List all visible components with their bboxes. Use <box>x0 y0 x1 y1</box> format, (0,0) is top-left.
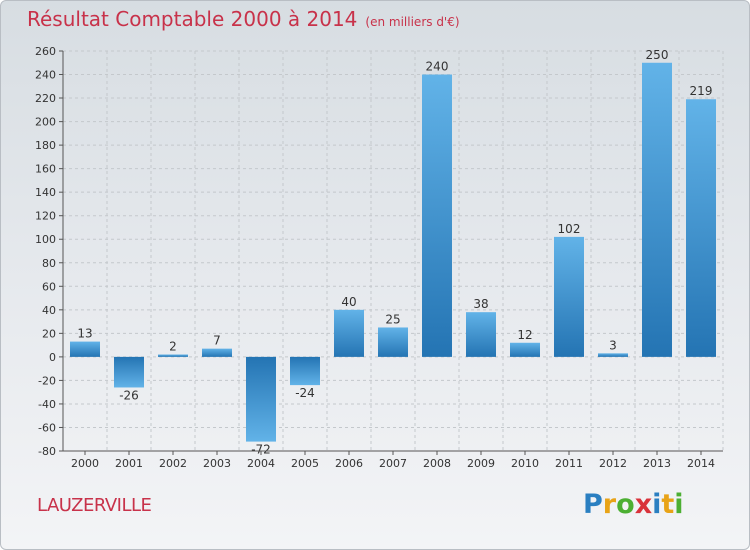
y-tick-label: 100 <box>35 233 56 246</box>
bar-2002 <box>158 354 188 357</box>
y-tick-label: 80 <box>42 257 56 270</box>
x-tick-label-2002: 2002 <box>159 457 187 470</box>
bar-2005 <box>290 356 320 386</box>
data-label-2013: 250 <box>646 48 669 62</box>
y-tick-label: 160 <box>35 163 56 176</box>
axis-layer: -80-60-40-200204060801001201401601802002… <box>35 45 723 470</box>
y-tick-label: -80 <box>38 445 56 458</box>
proxiti-logo: Proxiti <box>583 489 684 520</box>
bar-2004 <box>246 356 276 442</box>
y-tick-label: 200 <box>35 116 56 129</box>
title-text: Résultat Comptable 2000 à 2014 <box>27 7 358 31</box>
data-label-2014: 219 <box>690 84 713 98</box>
bar-2013 <box>642 62 672 357</box>
logo-letter: r <box>602 489 617 520</box>
bar-2001 <box>114 356 144 388</box>
logo-letter: P <box>583 489 603 520</box>
bar-2010 <box>510 342 540 357</box>
data-label-2012: 3 <box>609 338 617 352</box>
y-tick-label: 140 <box>35 186 56 199</box>
data-label-2004: -72 <box>251 443 271 457</box>
y-tick-label: 120 <box>35 210 56 223</box>
y-tick-label: 60 <box>42 280 56 293</box>
data-label-2000: 13 <box>77 327 92 341</box>
logo-letter: x <box>634 489 653 520</box>
data-label-2005: -24 <box>295 386 315 400</box>
x-tick-label-2005: 2005 <box>291 457 319 470</box>
data-label-2006: 40 <box>341 295 356 309</box>
y-tick-label: 20 <box>42 327 56 340</box>
bar-2000 <box>70 341 100 357</box>
y-tick-label: 180 <box>35 139 56 152</box>
x-tick-label-2009: 2009 <box>467 457 495 470</box>
x-tick-label-2012: 2012 <box>599 457 627 470</box>
y-tick-label: 40 <box>42 304 56 317</box>
x-tick-label-2003: 2003 <box>203 457 231 470</box>
x-tick-label-2013: 2013 <box>643 457 671 470</box>
bar-2011 <box>554 236 584 357</box>
x-tick-label-2001: 2001 <box>115 457 143 470</box>
x-tick-label-2006: 2006 <box>335 457 363 470</box>
bar-2006 <box>334 309 364 357</box>
x-tick-label-2000: 2000 <box>71 457 99 470</box>
bar-2009 <box>466 312 496 357</box>
logo-letter: o <box>616 489 635 520</box>
x-tick-label-2011: 2011 <box>555 457 583 470</box>
x-tick-label-2007: 2007 <box>379 457 407 470</box>
logo-letter: t <box>661 489 675 520</box>
x-tick-label-2008: 2008 <box>423 457 451 470</box>
data-label-2011: 102 <box>558 222 581 236</box>
data-label-2001: -26 <box>119 388 139 402</box>
data-label-2009: 38 <box>473 297 488 311</box>
logo-letter: i <box>674 489 684 520</box>
bar-2012 <box>598 353 628 357</box>
x-tick-label-2010: 2010 <box>511 457 539 470</box>
bar-2014 <box>686 99 716 357</box>
x-tick-label-2004: 2004 <box>247 457 275 470</box>
bar-2003 <box>202 348 232 357</box>
y-tick-label: -60 <box>38 421 56 434</box>
logo-letter: i <box>652 489 662 520</box>
y-tick-label: 220 <box>35 92 56 105</box>
bar-2008 <box>422 74 452 357</box>
data-label-2007: 25 <box>385 312 400 326</box>
data-label-2010: 12 <box>517 328 532 342</box>
y-tick-label: -20 <box>38 374 56 387</box>
y-tick-label: 240 <box>35 69 56 82</box>
plot-area <box>63 51 723 451</box>
chart-title: Résultat Comptable 2000 à 2014 (en millie… <box>27 7 460 31</box>
y-tick-label: -40 <box>38 398 56 411</box>
chart-subtitle: (en milliers d'€) <box>365 15 460 29</box>
data-label-2002: 2 <box>169 340 177 354</box>
bar-layer: 13 -26 2 7 -72 -24 40 25 240 38 12 102 3 250 219 <box>70 48 716 457</box>
y-tick-label: 260 <box>35 45 56 58</box>
x-tick-label-2014: 2014 <box>687 457 715 470</box>
commune-name: LAUZERVILLE <box>37 495 152 516</box>
data-label-2003: 7 <box>213 334 221 348</box>
grid-layer <box>62 50 724 452</box>
y-tick-label: 0 <box>49 351 56 364</box>
data-label-2008: 240 <box>426 60 449 74</box>
bar-2007 <box>378 327 408 357</box>
